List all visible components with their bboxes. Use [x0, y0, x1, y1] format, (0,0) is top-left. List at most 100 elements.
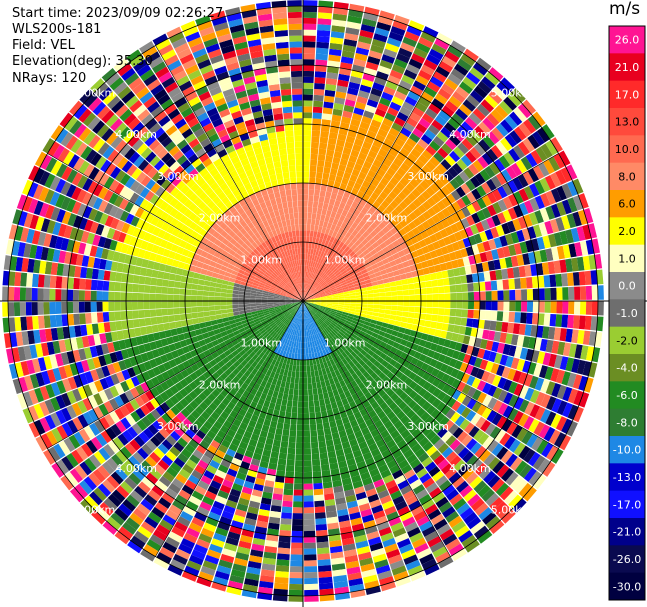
velocity-gate: [516, 427, 528, 442]
velocity-gate: [357, 382, 366, 390]
velocity-gate: [513, 396, 524, 410]
velocity-gate: [342, 272, 349, 278]
velocity-gate: [445, 182, 456, 193]
velocity-gate: [355, 291, 362, 296]
velocity-gate: [361, 568, 377, 578]
velocity-gate: [441, 447, 454, 459]
velocity-gate: [419, 472, 432, 484]
velocity-gate: [387, 425, 397, 435]
velocity-gate: [338, 214, 346, 222]
velocity-gate: [465, 150, 477, 163]
velocity-gate: [325, 327, 331, 333]
velocity-gate: [319, 337, 325, 345]
velocity-gate: [362, 336, 370, 343]
velocity-gate: [577, 209, 588, 226]
velocity-gate: [232, 304, 239, 309]
velocity-gate: [476, 262, 484, 273]
velocity-gate: [506, 267, 515, 279]
velocity-gate: [304, 542, 316, 549]
velocity-gate: [329, 126, 340, 134]
velocity-gate: [322, 172, 330, 180]
velocity-gate: [324, 287, 330, 292]
velocity-gate: [362, 73, 375, 82]
velocity-gate: [532, 111, 546, 127]
velocity-gate: [367, 304, 374, 309]
velocity-gate: [363, 321, 371, 327]
velocity-gate: [306, 230, 311, 237]
velocity-gate: [420, 411, 431, 422]
velocity-gate: [355, 224, 363, 232]
velocity-gate: [392, 527, 407, 538]
velocity-gate: [434, 93, 448, 105]
velocity-gate: [37, 302, 44, 315]
velocity-gate: [298, 383, 303, 390]
velocity-gate: [196, 290, 204, 296]
velocity-gate: [534, 210, 544, 224]
velocity-gate: [418, 254, 427, 263]
velocity-gate: [470, 224, 479, 235]
velocity-gate: [348, 387, 357, 396]
velocity-gate: [340, 259, 347, 266]
velocity-gate: [425, 160, 436, 172]
velocity-gate: [432, 241, 441, 250]
velocity-gate: [416, 515, 430, 527]
velocity-gate: [399, 373, 409, 383]
velocity-gate: [330, 426, 339, 434]
velocity-gate: [502, 246, 511, 258]
velocity-gate: [276, 559, 290, 567]
velocity-gate: [384, 112, 396, 122]
velocity-gate: [433, 438, 445, 450]
velocity-gate: [312, 261, 316, 268]
velocity-gate: [548, 353, 557, 368]
velocity-gate: [454, 63, 469, 76]
velocity-gate: [347, 433, 356, 442]
velocity-gate: [358, 551, 372, 561]
velocity-gate: [316, 285, 322, 290]
velocity-gate: [313, 255, 318, 262]
velocity-gate: [543, 275, 551, 288]
velocity-gate: [422, 441, 434, 452]
velocity-gate: [459, 362, 469, 373]
velocity-gate: [305, 318, 308, 325]
velocity-gate: [402, 142, 414, 153]
velocity-gate: [316, 29, 331, 37]
velocity-gate: [319, 271, 324, 278]
velocity-gate: [565, 258, 573, 273]
velocity-gate: [356, 435, 366, 444]
velocity-gate: [397, 424, 407, 435]
velocity-gate: [279, 446, 288, 454]
velocity-gate: [312, 281, 317, 287]
velocity-gate: [326, 185, 334, 193]
velocity-gate: [380, 143, 391, 153]
velocity-gate: [551, 398, 562, 413]
velocity-gate: [382, 278, 390, 284]
velocity-gate: [486, 178, 497, 192]
velocity-gate: [526, 301, 534, 313]
velocity-gate: [314, 314, 319, 320]
velocity-gate: [544, 288, 551, 300]
velocity-gate: [476, 185, 487, 198]
velocity-gate: [382, 348, 390, 356]
velocity-gate: [332, 205, 339, 213]
velocity-gate: [149, 301, 156, 310]
velocity-gate: [374, 406, 383, 415]
velocity-gate: [338, 265, 345, 272]
velocity-gate: [383, 138, 394, 148]
velocity-gate: [196, 306, 204, 313]
velocity-gate: [289, 424, 297, 431]
velocity-gate: [573, 315, 580, 329]
velocity-gate: [339, 279, 347, 285]
velocity-gate: [425, 461, 437, 473]
velocity-gate: [381, 258, 390, 265]
velocity-gate: [418, 387, 428, 398]
velocity-gate: [310, 272, 314, 279]
velocity-gate: [294, 383, 299, 390]
velocity-gate: [215, 309, 222, 315]
velocity-gate: [457, 239, 466, 250]
velocity-gate: [309, 310, 315, 316]
velocity-gate: [320, 303, 327, 306]
velocity-gate: [343, 305, 350, 309]
velocity-gate: [512, 218, 522, 231]
velocity-gate: [451, 520, 466, 533]
velocity-gate: [330, 321, 337, 327]
